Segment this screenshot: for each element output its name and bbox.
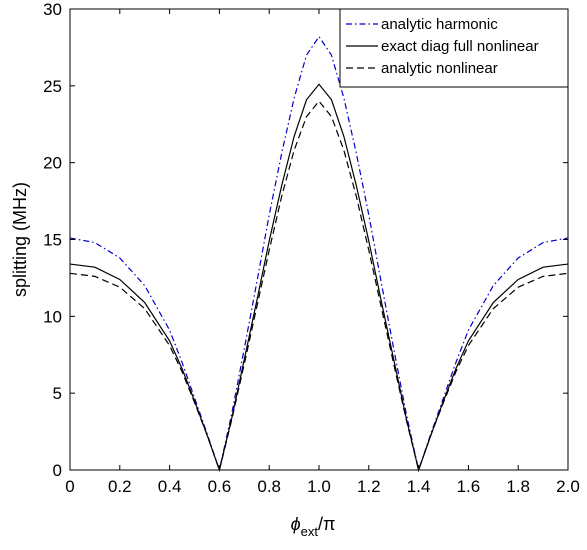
x-tick-label: 1.6 (457, 477, 481, 496)
y-tick-label: 20 (43, 154, 62, 173)
series-line-2 (69, 83, 569, 473)
x-axis-label-symbol: ϕ (291, 514, 301, 534)
x-tick-label: 1.4 (407, 477, 431, 496)
y-tick-label: 10 (43, 307, 62, 326)
legend-entry: analytic harmonic (381, 16, 498, 33)
legend-box (339, 8, 569, 88)
x-tick-label: 0 (65, 477, 74, 496)
y-axis-label: splitting (MHz) (10, 182, 30, 297)
x-tick-label: 2.0 (556, 477, 580, 496)
series-line-3 (69, 100, 569, 473)
x-axis-label-suffix: /π (318, 514, 335, 534)
legend-entry: exact diag full nonlinear (381, 38, 539, 55)
legend-entry: analytic nonlinear (381, 60, 498, 77)
x-tick-label: 1.8 (506, 477, 530, 496)
x-tick-label: 1.2 (357, 477, 381, 496)
series-layer (69, 35, 569, 473)
x-tick-label: 0.6 (208, 477, 232, 496)
y-tick-label: 30 (43, 0, 62, 19)
x-tick-label: 0.4 (158, 477, 182, 496)
x-axis-label-subscript: ext (301, 524, 319, 539)
x-tick-label: 1.0 (307, 477, 331, 496)
legend: analytic harmonic exact diag full nonline… (339, 8, 569, 88)
x-axis-label: ϕext/π (291, 514, 336, 539)
y-tick-label: 25 (43, 77, 62, 96)
x-tick-label: 0.2 (108, 477, 132, 496)
series-line-1 (69, 35, 569, 473)
ticks-layer: 0 0.2 0.4 0.6 0.8 1.0 1.2 1.4 1.6 1.8 2.0 0 5 10 15 20 2… (43, 0, 580, 496)
y-tick-label: 5 (53, 384, 62, 403)
x-tick-label: 0.8 (257, 477, 281, 496)
y-tick-label: 0 (53, 461, 62, 480)
y-tick-label: 15 (43, 231, 62, 250)
